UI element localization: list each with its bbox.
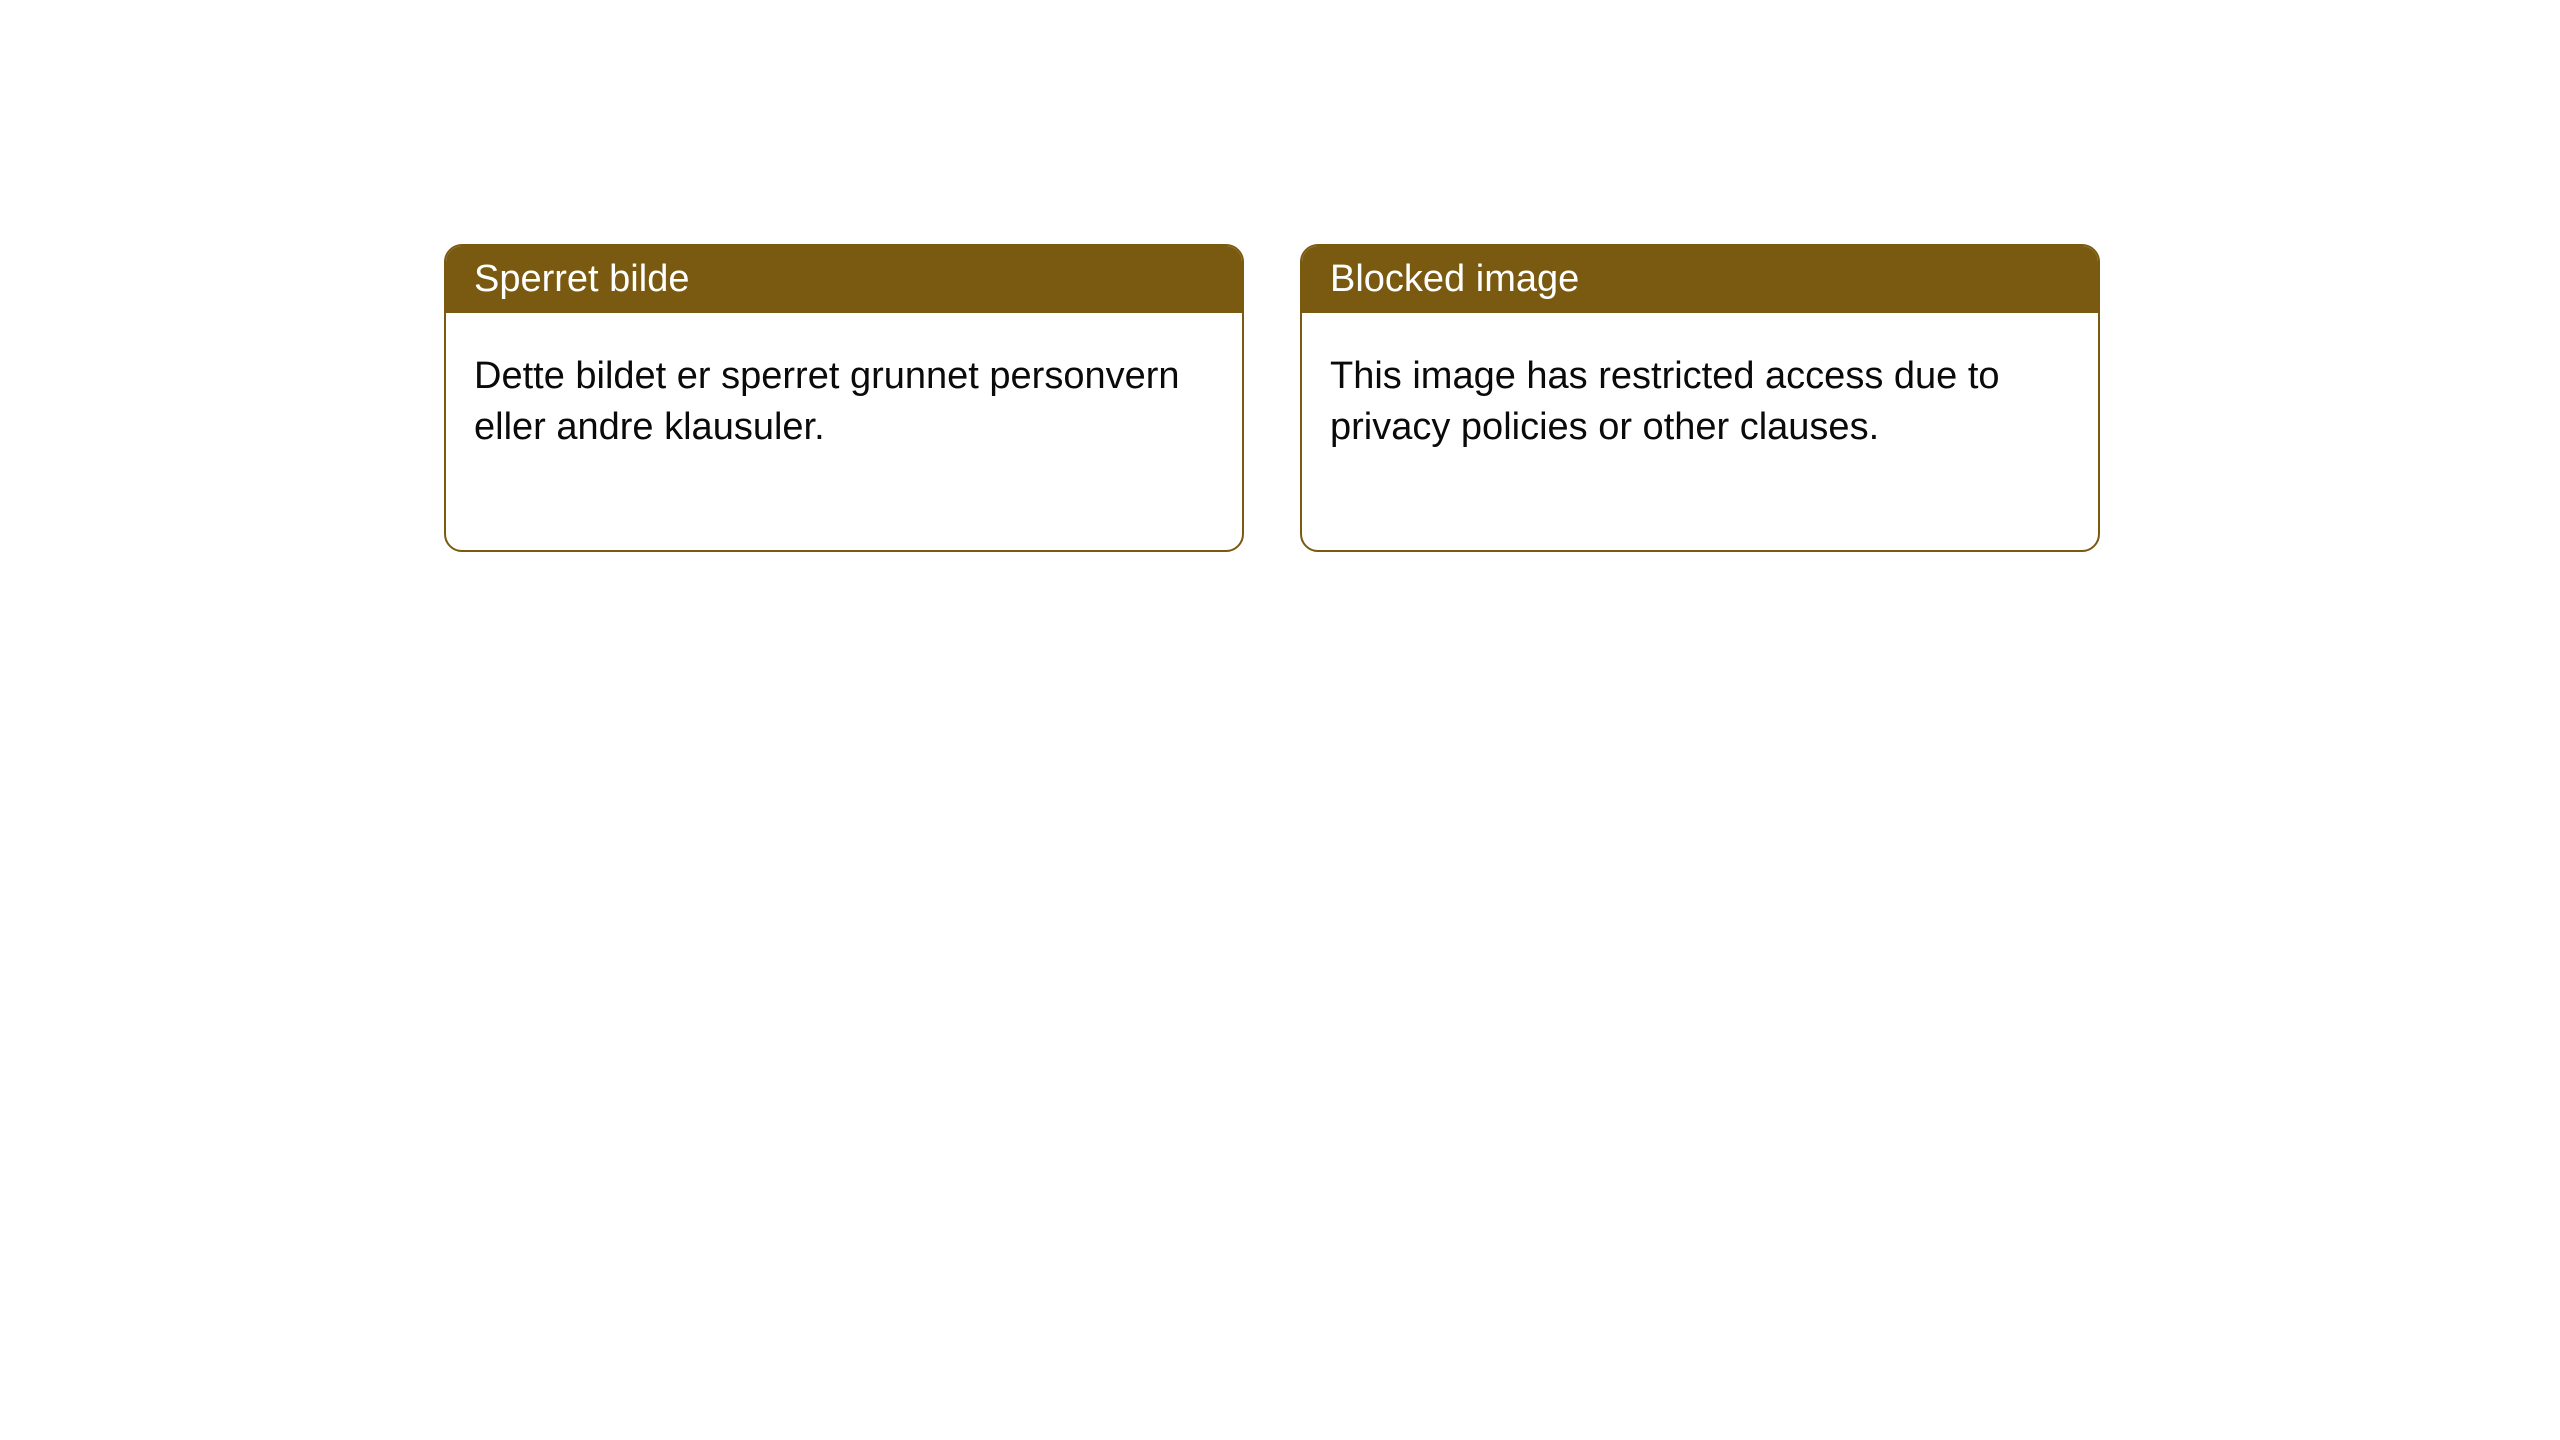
notice-body-english: This image has restricted access due to … xyxy=(1302,313,2098,550)
notice-card-english: Blocked image This image has restricted … xyxy=(1300,244,2100,552)
notice-body-norwegian: Dette bildet er sperret grunnet personve… xyxy=(446,313,1242,550)
notice-cards-row: Sperret bilde Dette bildet er sperret gr… xyxy=(0,0,2560,552)
notice-header-norwegian: Sperret bilde xyxy=(446,246,1242,313)
notice-card-norwegian: Sperret bilde Dette bildet er sperret gr… xyxy=(444,244,1244,552)
notice-header-english: Blocked image xyxy=(1302,246,2098,313)
